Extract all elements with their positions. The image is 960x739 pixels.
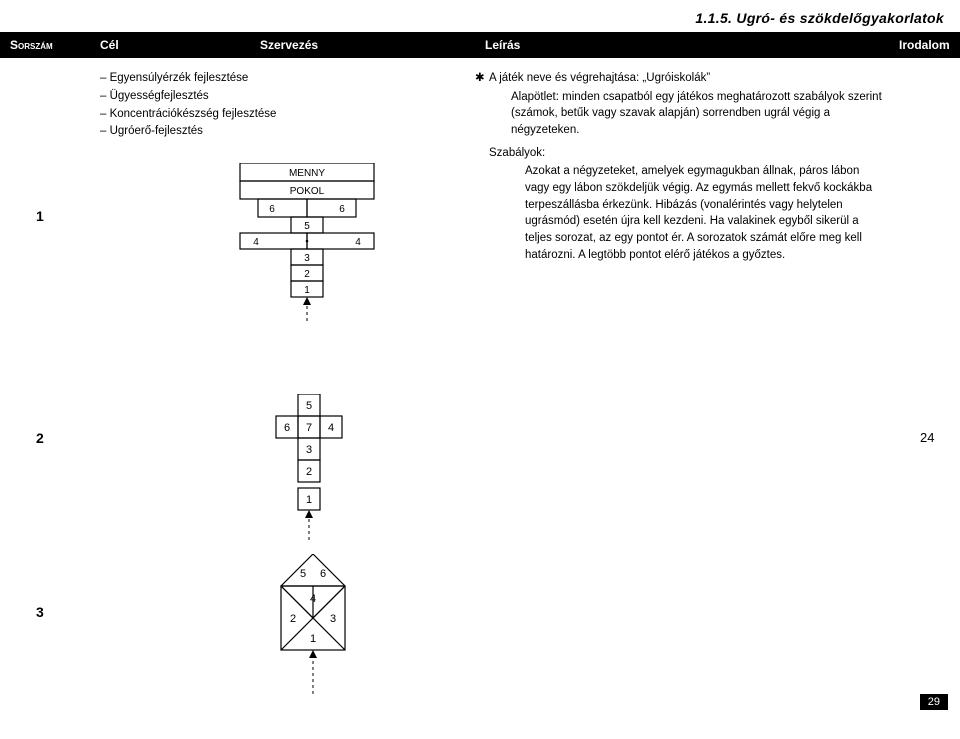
col-cel: Cél	[100, 32, 119, 58]
goal-item: Ugróerő-fejlesztés	[100, 123, 276, 141]
col-sorszam: Sorszám	[10, 32, 53, 58]
d1-label-menny: MENNY	[289, 168, 325, 179]
d1-n4l: 4	[253, 237, 259, 248]
d2-n1: 1	[306, 494, 312, 506]
row-number-3: 3	[36, 604, 44, 620]
d2-n3: 3	[306, 444, 312, 456]
col-szervezes: Szervezés	[260, 32, 318, 58]
goals-list: Egyensúlyérzék fejlesztése Ügyességfejle…	[100, 70, 276, 141]
goal-item: Egyensúlyérzék fejlesztése	[100, 70, 276, 88]
d2-n6: 6	[284, 422, 290, 434]
hopscotch-diagram-3: 5 6 4 2 3 1	[258, 554, 368, 704]
d2-n4: 4	[328, 422, 334, 434]
d1-n2: 2	[304, 269, 310, 280]
row-number-2: 2	[36, 430, 44, 446]
description-column: ✱ A játék neve és végrehajtása: „Ugróisk…	[475, 70, 885, 263]
page-body: Egyensúlyérzék fejlesztése Ügyességfejle…	[0, 58, 960, 718]
asterisk-icon: ✱	[475, 70, 489, 87]
d3-n6: 6	[320, 568, 326, 580]
game-title: A játék neve és végrehajtása: „Ugróiskol…	[489, 70, 710, 87]
d1-n3: 3	[304, 253, 310, 264]
col-leiras: Leírás	[485, 32, 520, 58]
d3-n5: 5	[300, 568, 306, 580]
hopscotch-diagram-2: 5 6 7 4 3 2 1	[258, 394, 368, 546]
d3-n1: 1	[310, 633, 316, 645]
basic-idea-text: Alapötlet: minden csapatból egy játékos …	[511, 89, 885, 139]
table-header-bar: Sorszám Cél Szervezés Leírás Irodalom	[0, 32, 960, 58]
literature-ref-row2: 24	[920, 430, 934, 445]
d1-n4r: 4	[355, 237, 361, 248]
page-section-header: 1.1.5. Ugró- és szökdelőgyakorlatok	[0, 0, 960, 32]
d2-n2: 2	[306, 466, 312, 478]
row-number-1: 1	[36, 208, 44, 224]
d1-n6l: 6	[269, 204, 275, 215]
col-irodalom: Irodalom	[899, 32, 950, 58]
d3-n3: 3	[330, 613, 336, 625]
goal-item: Koncentrációkészség fejlesztése	[100, 106, 276, 124]
rules-label: Szabályok:	[489, 145, 885, 162]
goal-item: Ügyességfejlesztés	[100, 88, 276, 106]
d3-n2: 2	[290, 613, 296, 625]
rules-body: Azokat a négyzeteket, amelyek egymagukba…	[525, 163, 885, 263]
page-number-badge: 29	[920, 694, 948, 710]
d1-n5: 5	[304, 221, 310, 232]
d1-label-pokol: POKOL	[290, 186, 325, 197]
hopscotch-diagram-1: MENNY POKOL 6 6 5 4 4 3 2 1	[222, 163, 392, 331]
d1-n1: 1	[304, 285, 310, 296]
d2-n5: 5	[306, 400, 312, 412]
d2-n7: 7	[306, 422, 312, 434]
d3-n4: 4	[310, 593, 316, 605]
d1-n6r: 6	[339, 204, 345, 215]
